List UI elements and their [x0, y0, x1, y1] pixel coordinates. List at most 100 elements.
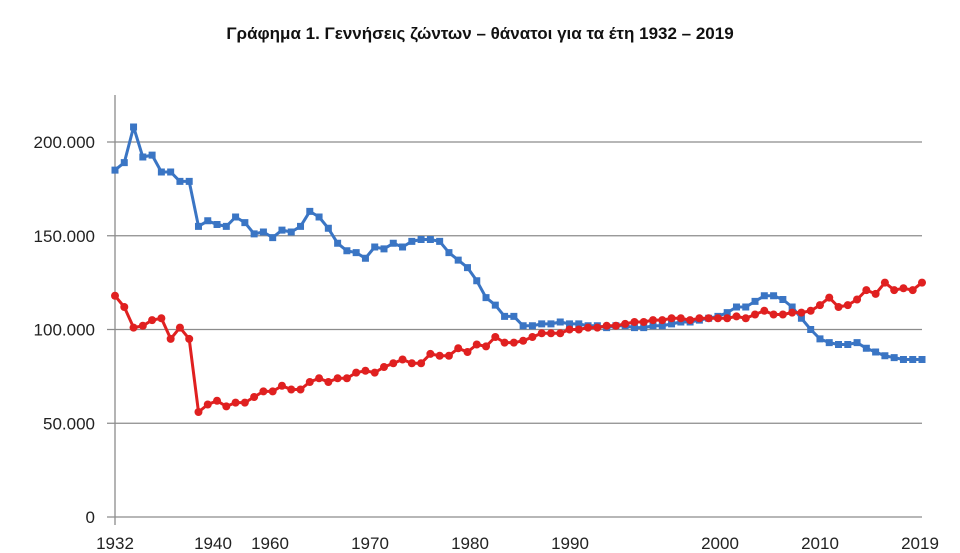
data-point-deaths	[352, 368, 361, 377]
data-point-deaths	[129, 323, 138, 332]
data-point-deaths	[454, 344, 463, 353]
y-tick-label: 50.000	[43, 414, 95, 433]
data-point-births	[194, 222, 202, 230]
data-point-deaths	[695, 314, 704, 323]
data-point-births	[473, 277, 481, 285]
data-point-deaths	[918, 278, 926, 287]
data-point-births	[770, 292, 778, 300]
data-point-births	[556, 318, 564, 326]
data-point-deaths	[370, 368, 379, 377]
data-point-births	[658, 322, 666, 330]
data-point-births	[723, 309, 731, 317]
data-point-deaths	[157, 314, 166, 323]
x-tick-label: 2019	[901, 534, 939, 553]
data-point-deaths	[138, 321, 147, 330]
x-tick-label: 2000	[701, 534, 739, 553]
data-point-deaths	[723, 314, 732, 323]
data-point-births	[482, 294, 490, 302]
data-point-deaths	[463, 348, 472, 356]
data-point-deaths	[231, 398, 240, 407]
data-point-deaths	[880, 278, 889, 287]
data-point-deaths	[788, 308, 797, 317]
data-point-births	[408, 237, 416, 245]
data-point-deaths	[815, 301, 824, 310]
data-point-deaths	[658, 316, 667, 325]
data-point-births	[835, 341, 843, 348]
data-point-births	[213, 221, 221, 228]
data-point-deaths	[797, 308, 806, 317]
data-point-births	[807, 326, 815, 333]
data-point-births	[120, 159, 128, 167]
data-point-births	[816, 335, 824, 343]
data-point-births	[751, 297, 759, 305]
data-point-deaths	[639, 318, 648, 326]
data-point-births	[111, 166, 119, 174]
data-point-deaths	[806, 306, 815, 315]
data-point-births	[862, 344, 870, 352]
data-point-deaths	[315, 374, 324, 383]
data-point-deaths	[482, 342, 491, 351]
data-point-deaths	[825, 293, 834, 302]
data-point-births	[417, 236, 425, 243]
data-point-births	[797, 314, 805, 322]
data-point-deaths	[565, 325, 574, 334]
data-point-deaths	[148, 316, 157, 325]
x-tick-label: 1990	[551, 534, 589, 553]
data-point-deaths	[528, 333, 537, 341]
data-point-births	[510, 312, 518, 320]
data-point-births	[528, 322, 536, 330]
data-point-births	[315, 213, 323, 221]
data-point-deaths	[741, 314, 750, 323]
data-point-deaths	[240, 398, 249, 407]
data-point-deaths	[380, 363, 388, 371]
data-point-births	[361, 254, 369, 262]
data-point-births	[259, 228, 267, 236]
data-point-births	[501, 312, 509, 320]
data-point-deaths	[268, 387, 277, 396]
x-tick-label: 1960	[251, 534, 289, 553]
data-point-deaths	[175, 323, 184, 332]
data-point-deaths	[676, 314, 685, 323]
data-point-births	[204, 217, 212, 225]
data-point-deaths	[853, 295, 862, 304]
data-point-births	[130, 123, 138, 131]
data-point-births	[426, 236, 434, 243]
data-point-births	[334, 239, 342, 247]
data-point-births	[185, 177, 193, 185]
data-point-deaths	[333, 374, 342, 383]
data-point-deaths	[871, 289, 880, 298]
data-point-deaths	[546, 329, 555, 338]
data-point-births	[890, 354, 898, 362]
data-point-births	[445, 249, 453, 257]
data-point-births	[241, 219, 249, 227]
data-point-births	[324, 224, 332, 232]
series-line-births	[114, 125, 922, 361]
data-point-deaths	[435, 351, 444, 360]
data-point-births	[463, 264, 471, 272]
data-point-deaths	[361, 366, 370, 375]
data-point-births	[306, 207, 314, 215]
data-point-births	[491, 301, 499, 309]
data-point-deaths	[686, 316, 695, 325]
data-point-deaths	[509, 338, 518, 347]
data-point-deaths	[621, 319, 630, 328]
data-point-births	[918, 356, 926, 363]
x-tick-label: 1970	[351, 534, 389, 553]
data-point-deaths	[472, 340, 481, 349]
data-point-deaths	[491, 333, 500, 341]
x-tick-label: 2010	[801, 534, 839, 553]
data-point-deaths	[111, 291, 119, 300]
data-point-deaths	[194, 408, 203, 416]
data-point-deaths	[398, 355, 407, 364]
data-point-deaths	[732, 312, 741, 321]
data-point-births	[232, 213, 240, 221]
y-tick-label: 0	[86, 508, 95, 527]
data-point-deaths	[630, 318, 639, 326]
series-line-deaths	[113, 281, 923, 414]
y-tick-label: 100.000	[34, 321, 95, 340]
data-point-deaths	[250, 393, 259, 401]
data-point-births	[371, 243, 379, 251]
data-point-deaths	[843, 301, 852, 310]
data-point-deaths	[120, 303, 129, 311]
